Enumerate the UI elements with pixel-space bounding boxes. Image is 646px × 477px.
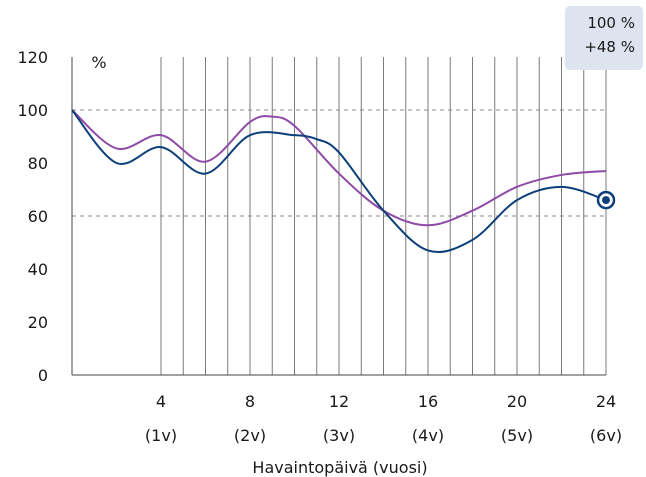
highlight-marker-dot	[602, 196, 610, 205]
tooltip-box: 100 % +48 %	[565, 6, 643, 70]
x-tick-sublabel: (5v)	[501, 426, 533, 445]
series-line-1	[71, 109, 607, 254]
series-line-2	[71, 109, 607, 227]
y-tick-label: 120	[17, 48, 48, 67]
y-tick-label: 0	[38, 366, 48, 385]
x-tick-label: 8	[245, 392, 255, 411]
y-tick-label: 20	[28, 313, 48, 332]
x-tick-sublabel: (1v)	[145, 426, 177, 445]
x-tick-sublabel: (4v)	[412, 426, 444, 445]
x-tick-label: 4	[156, 392, 166, 411]
x-tick-sublabel: (3v)	[323, 426, 355, 445]
series-lines	[71, 109, 616, 254]
reference-lines	[72, 109, 606, 217]
x-axis-title: Havaintopäivä (vuosi)	[252, 458, 427, 477]
tooltip-value: 100 %	[587, 14, 635, 32]
y-tick-labels: 0 20 40 60 80 100 120	[17, 48, 48, 385]
x-tick-sublabel: (6v)	[590, 426, 622, 445]
y-tick-label: 40	[28, 260, 48, 279]
x-tick-label: 12	[329, 392, 349, 411]
y-tick-label: 60	[28, 207, 48, 226]
x-tick-sublabel: (2v)	[234, 426, 266, 445]
x-tick-label: 20	[507, 392, 527, 411]
x-tick-label: 16	[418, 392, 438, 411]
x-tick-labels: 4 (1v) 8 (2v) 12 (3v) 16 (4v) 20 (5v) 24 (6v)	[145, 392, 622, 445]
y-tick-label: 100	[17, 101, 48, 120]
tooltip-change: +48 %	[584, 38, 635, 56]
y-tick-label: 80	[28, 154, 48, 173]
x-tick-label: 24	[596, 392, 616, 411]
y-axis-unit-label: %	[91, 53, 106, 72]
